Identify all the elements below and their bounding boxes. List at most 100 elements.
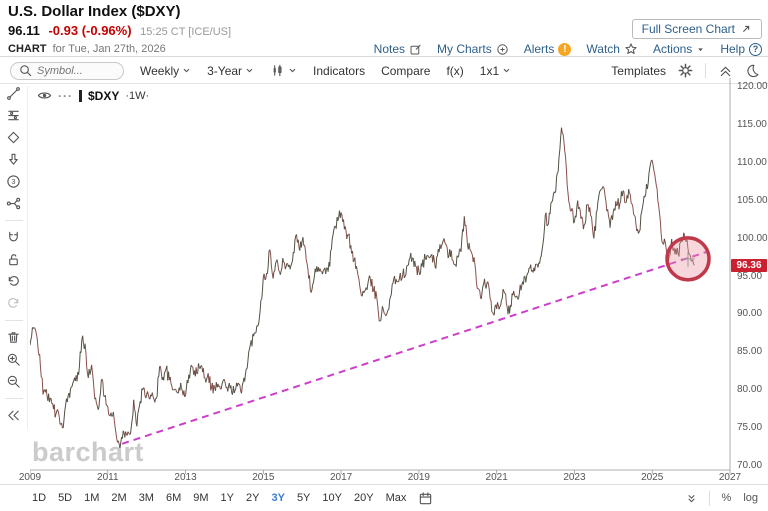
indicators-button[interactable]: Indicators (313, 64, 365, 78)
my-charts-link[interactable]: My Charts (437, 42, 509, 56)
range-button-2y[interactable]: 2Y (246, 492, 260, 504)
range-button-5y[interactable]: 5Y (296, 492, 311, 504)
help-icon: ? (749, 42, 762, 56)
watch-label: Watch (586, 42, 620, 56)
chart-date: for Tue, Jan 27th, 2026 (52, 43, 166, 55)
range-dropdown[interactable]: 3-Year (207, 64, 254, 78)
actions-link[interactable]: Actions (653, 42, 705, 56)
toolbar-separator (705, 63, 706, 78)
quote-line: 96.11 -0.93 (-0.96%) 15:25 CT [ICE/US] (8, 23, 231, 38)
templates-button[interactable]: Templates (611, 64, 666, 78)
annotation-3-icon[interactable]: 3 (6, 174, 21, 189)
zoom-in-icon[interactable] (6, 352, 21, 367)
grid-layout-dropdown[interactable]: 1x1 (480, 64, 511, 78)
x-tick-label: 2009 (18, 472, 42, 483)
range-button-20y[interactable]: 20Y (353, 492, 374, 504)
y-tick-label: 75.00 (737, 422, 763, 434)
compare-button[interactable]: Compare (381, 64, 430, 78)
indicators-label: Indicators (313, 63, 366, 78)
collapse-toolbar-icon[interactable] (718, 63, 733, 78)
symbol-search-input[interactable] (37, 64, 117, 77)
chart-type-dropdown[interactable] (270, 63, 297, 78)
range-button-max[interactable]: Max (385, 492, 407, 504)
y-tick-label: 80.00 (737, 384, 763, 396)
zoom-out-icon[interactable] (6, 374, 21, 389)
legend-symbol: $DXY (88, 88, 120, 103)
legend-menu-dots[interactable]: ··· (58, 88, 73, 103)
full-screen-chart-button[interactable]: Full Screen Chart (631, 19, 762, 39)
chart-legend: ··· $DXY ·1W· (37, 88, 149, 103)
price-change: -0.93 (-0.96%) (48, 23, 132, 38)
log-scale-button[interactable]: log (743, 492, 758, 504)
calendar-icon[interactable] (418, 491, 433, 506)
fibonacci-icon[interactable] (6, 108, 21, 123)
toolbar-divider (4, 320, 23, 321)
x-tick-label: 2023 (563, 472, 586, 483)
chevron-down-icon (245, 66, 254, 75)
y-tick-label: 120.00 (737, 81, 768, 92)
toolbar-right: Templates (611, 63, 760, 78)
header-links: Notes My Charts Alerts! Watch Actions Help? (374, 42, 762, 56)
grid-layout-label: 1x1 (479, 63, 500, 78)
range-button-5d[interactable]: 5D (58, 492, 73, 504)
notes-link[interactable]: Notes (374, 42, 422, 56)
x-tick-label: 2015 (252, 472, 275, 483)
x-tick-label: 2025 (641, 472, 664, 483)
star-icon (624, 42, 638, 56)
legend-interval: ·1W· (125, 89, 150, 102)
svg-text:3: 3 (11, 177, 15, 186)
period-dropdown[interactable]: Weekly (140, 64, 191, 78)
last-price: 96.11 (8, 23, 40, 38)
y-tick-label: 70.00 (737, 460, 763, 471)
rangebar-separator (708, 490, 710, 506)
drawing-toolbar: 3 (0, 86, 28, 429)
y-tick-label: 105.00 (737, 194, 768, 206)
collapse-rangebar-icon[interactable] (686, 493, 697, 504)
range-button-6m[interactable]: 6M (165, 492, 182, 504)
series-color-bar (79, 89, 82, 102)
range-button-1y[interactable]: 1Y (220, 492, 234, 504)
quote-time: 15:25 CT [ICE/US] (140, 26, 232, 38)
up-candles (30, 127, 694, 450)
range-button-3m[interactable]: 3M (138, 492, 154, 504)
measure-icon[interactable] (6, 196, 21, 211)
x-tick-label: 2021 (485, 472, 508, 483)
gear-icon[interactable] (678, 63, 693, 78)
alerts-link[interactable]: Alerts! (524, 42, 572, 56)
help-link[interactable]: Help? (720, 42, 762, 56)
notes-label: Notes (373, 42, 406, 56)
arrow-down-icon[interactable] (6, 152, 21, 167)
range-button-3y[interactable]: 3Y (271, 492, 285, 504)
collapse-left-icon[interactable] (6, 408, 21, 423)
range-button-1m[interactable]: 1M (84, 492, 100, 504)
trendline-icon[interactable] (6, 86, 21, 101)
watch-link[interactable]: Watch (586, 42, 638, 56)
dark-mode-icon[interactable] (745, 63, 760, 78)
magnet-icon[interactable] (6, 230, 21, 245)
undo-icon[interactable] (6, 274, 21, 289)
unlock-icon[interactable] (6, 252, 21, 267)
y-tick-label: 85.00 (737, 346, 763, 358)
page-title: U.S. Dollar Index ($DXY) (8, 3, 181, 20)
fx-button[interactable]: f(x) (446, 64, 463, 78)
range-button-1d[interactable]: 1D (32, 492, 47, 504)
help-label: Help (720, 42, 745, 56)
actions-label: Actions (652, 42, 693, 56)
y-tick-label: 100.00 (737, 232, 768, 244)
percent-scale-button[interactable]: % (721, 492, 732, 504)
last-price-badge: 96.36 (731, 258, 767, 272)
trash-icon[interactable] (6, 330, 21, 345)
redo-icon[interactable] (6, 296, 21, 311)
range-button-2m[interactable]: 2M (111, 492, 127, 504)
range-button-9m[interactable]: 9M (193, 492, 209, 504)
symbol-search[interactable] (10, 61, 124, 80)
trendline-annotation[interactable] (121, 250, 709, 445)
eye-icon[interactable] (37, 88, 52, 103)
full-screen-chart-label: Full Screen Chart (641, 22, 735, 36)
chevron-down-icon (182, 66, 191, 75)
crosshair-marker (681, 250, 695, 267)
range-button-10y[interactable]: 10Y (322, 492, 342, 504)
price-chart[interactable] (30, 78, 732, 478)
plus-circle-icon (496, 43, 509, 56)
shapes-icon[interactable] (6, 130, 21, 145)
